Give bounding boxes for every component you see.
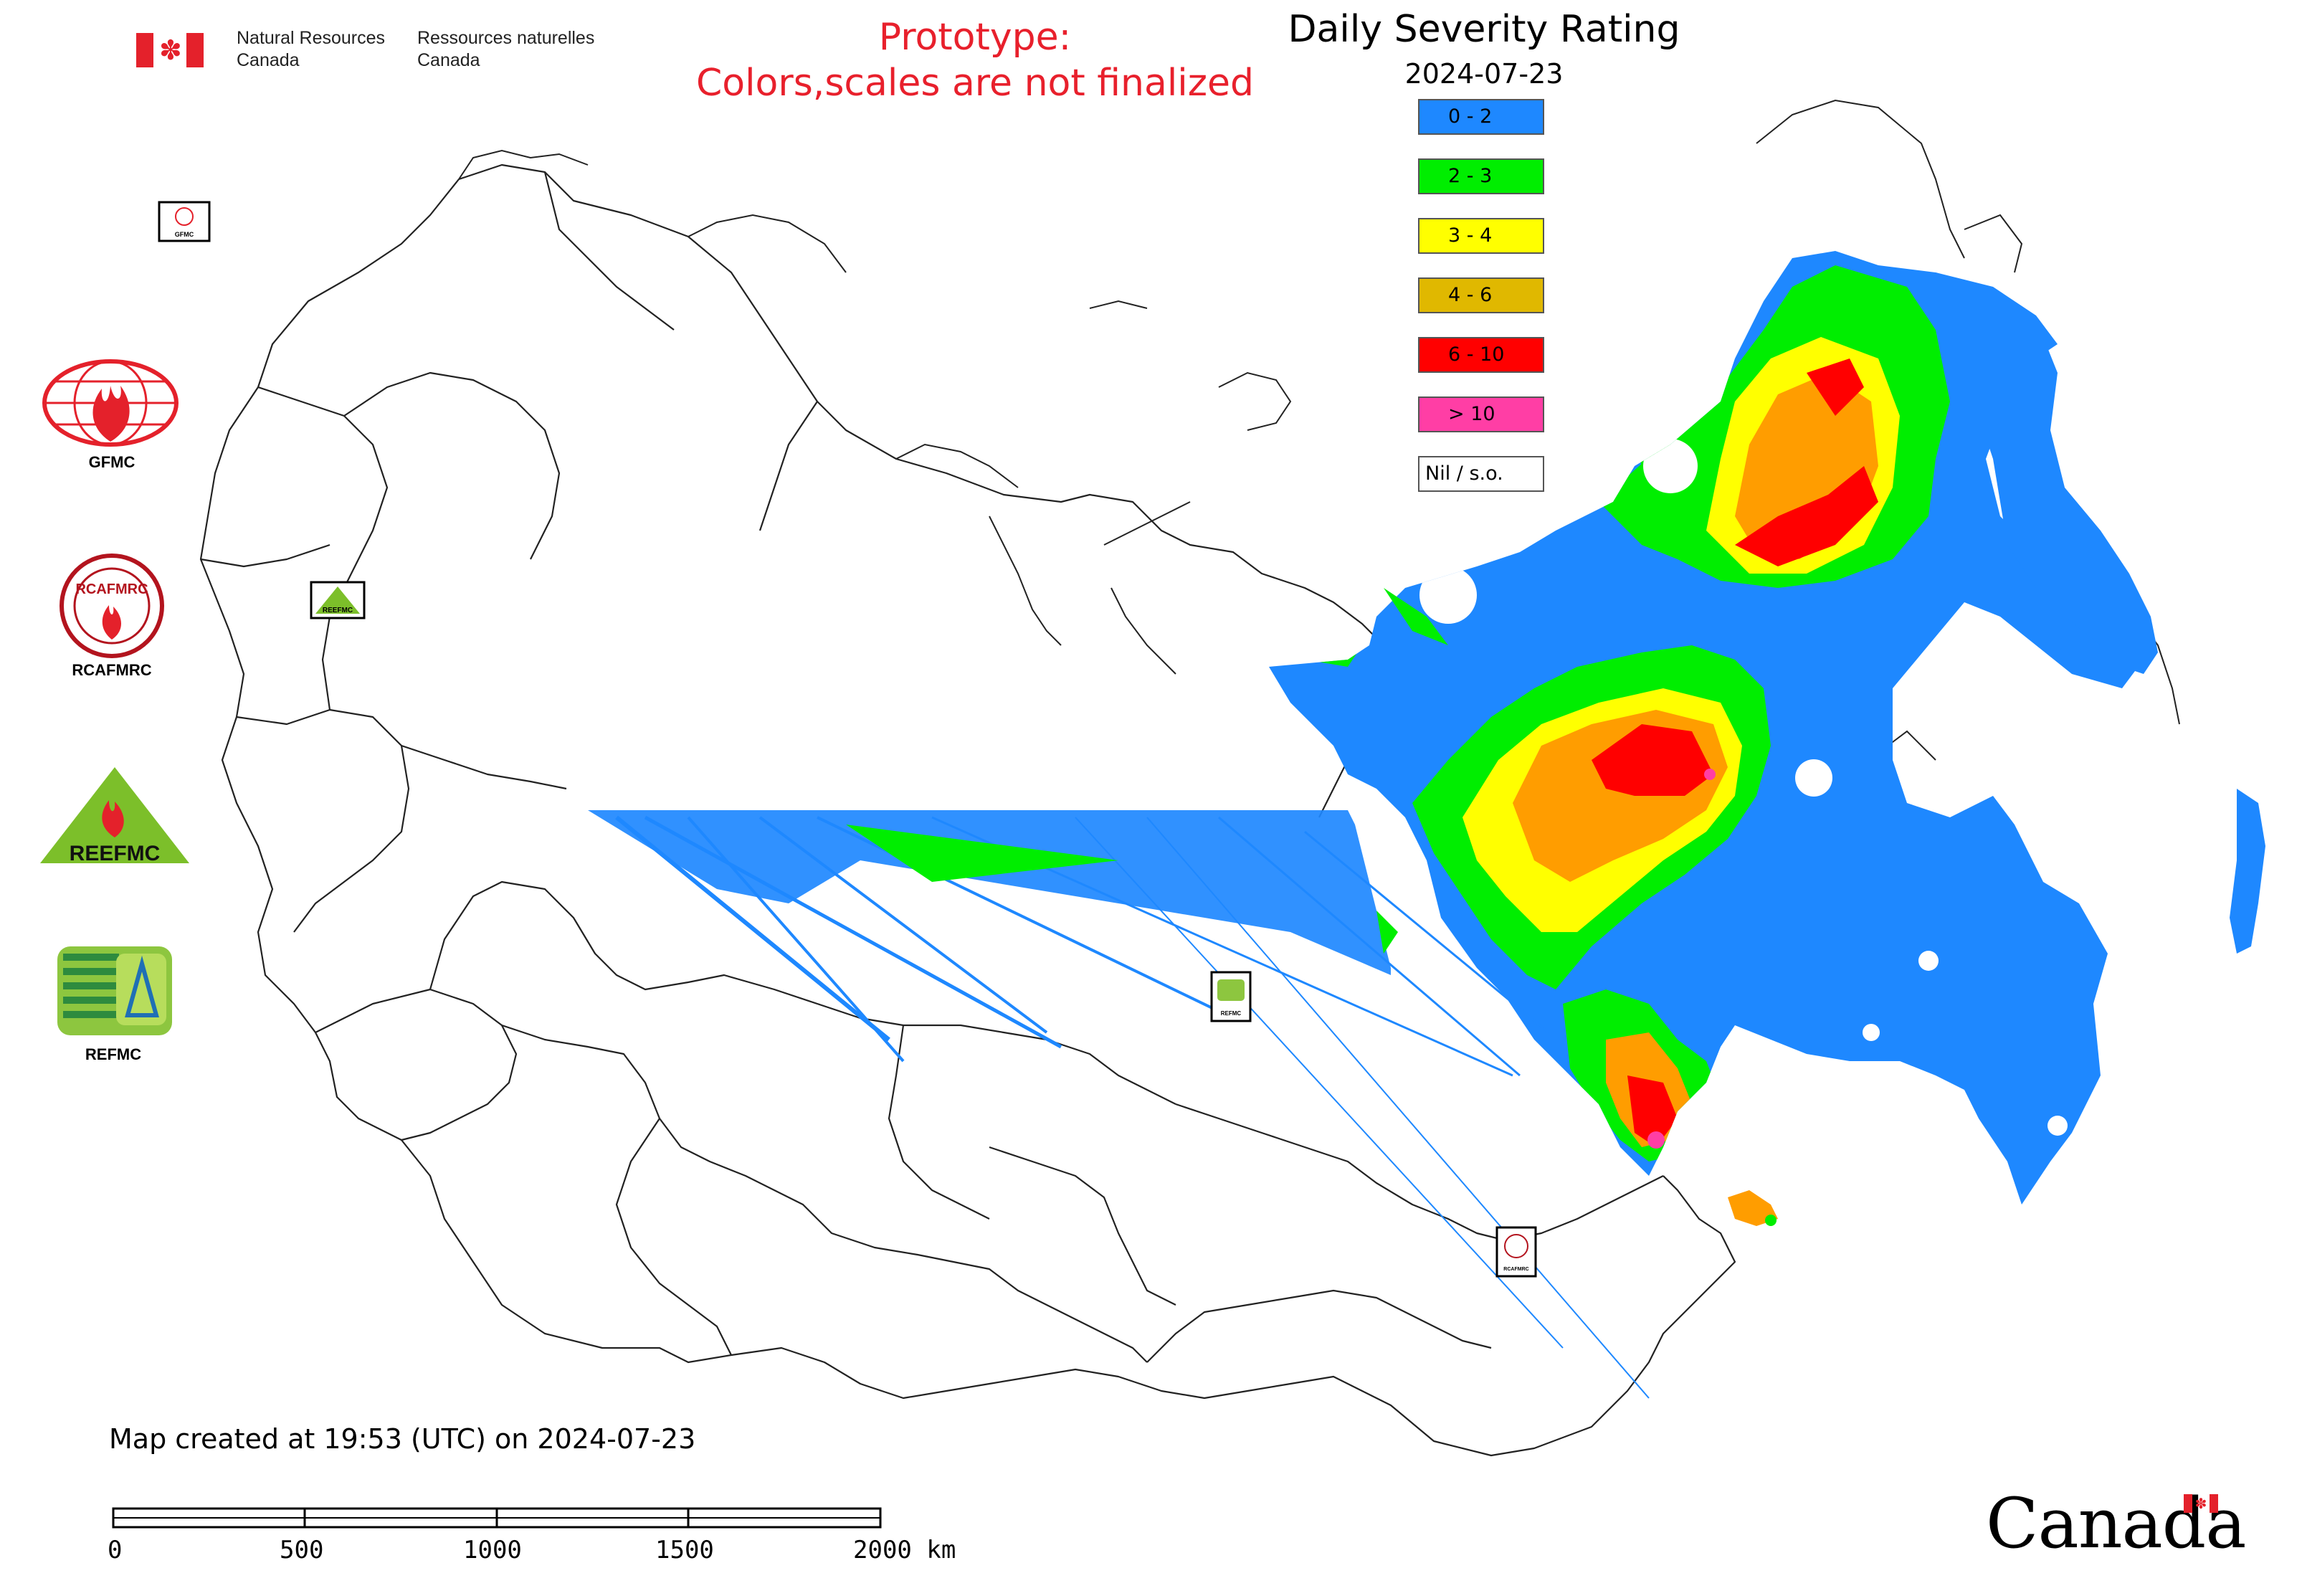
marker-reefmc: REEFMC [310,581,366,619]
coastline [458,99,2180,761]
svg-text:REFMC: REFMC [1221,1010,1242,1017]
rcafmrc-logo: RCAFMRC RCAFMRC [56,552,184,680]
eastern-peninsula-raster [1936,272,2158,674]
scale-label-1500: 1500 [655,1536,714,1564]
country-borders [199,163,1736,1457]
marker-rcafmrc: RCAFMRC [1495,1226,1537,1278]
canada-flag-icon: ✽ [136,33,204,67]
prototype-notice: Prototype: Colors,scales are not finaliz… [695,16,1255,105]
marker-refmc: REFMC [1210,971,1252,1022]
map-title: Daily Severity Rating [1288,8,1680,51]
legend-item-gt10: > 10 [1418,396,1544,432]
gfmc-logo: GFMC [40,357,184,472]
svg-text:REEFMC: REEFMC [70,842,161,865]
scale-bar: 0 500 1000 1500 2000 km [108,1504,968,1583]
data-streaks [588,588,1650,1399]
svg-text:REEFMC: REEFMC [323,607,353,614]
severity-legend: 0 - 2 2 - 3 3 - 4 4 - 6 6 - 10 > 10 Nil … [1418,99,1546,516]
reefmc-logo: REEFMC [36,763,194,873]
scale-label-0: 0 [108,1536,123,1564]
svg-text:RCAFMRC: RCAFMRC [1503,1267,1528,1272]
wordmark-flag-icon: ✽ [2184,1494,2218,1513]
department-name-fr: Ressources naturelles Canada [417,28,595,70]
legend-item-6-10: 6 - 10 [1418,337,1544,373]
canada-wordmark: Canada [1986,1483,2246,1564]
scale-label-1000: 1000 [463,1536,522,1564]
legend-item-4-6: 4 - 6 [1418,277,1544,313]
center-markers: GFMC REEFMC REFMC RCAFMRC [158,201,1537,1278]
scale-label-500: 500 [280,1536,324,1564]
legend-item-0-2: 0 - 2 [1418,99,1544,135]
map-creation-timestamp: Map created at 19:53 (UTC) on 2024-07-23 [109,1423,696,1455]
scale-label-2000: 2000 km [853,1536,956,1564]
svg-text:RCAFMRC: RCAFMRC [75,581,148,597]
refmc-logo: REFMC [56,944,185,1064]
nrcan-signature: ✽ Natural Resources Canada Ressources na… [136,27,609,77]
svg-text:GFMC: GFMC [175,231,194,238]
marker-gfmc: GFMC [158,201,211,242]
map-date: 2024-07-23 [1404,58,1564,90]
legend-item-3-4: 3 - 4 [1418,218,1544,254]
department-name-en: Natural Resources Canada [237,28,386,70]
legend-item-nil: Nil / s.o. [1418,456,1544,492]
legend-item-2-3: 2 - 3 [1418,158,1544,194]
